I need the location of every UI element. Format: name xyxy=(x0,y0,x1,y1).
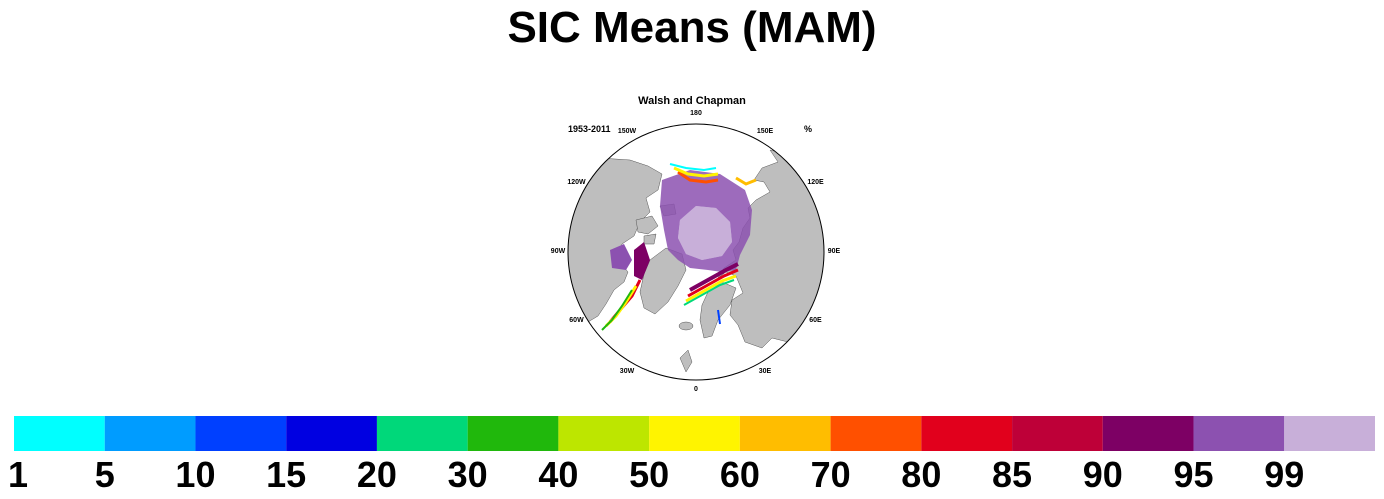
period-label: 1953-2011 xyxy=(568,124,611,134)
lon-label-180: 180 xyxy=(690,110,702,117)
colorbar-label: 85 xyxy=(992,454,1033,495)
colorbar-label: 20 xyxy=(356,454,397,495)
lon-label-150w: 150W xyxy=(617,128,637,136)
colorbar-box xyxy=(1012,416,1103,451)
ice-edge-barents-3 xyxy=(685,274,737,303)
panel-title: Walsh and Chapman xyxy=(638,95,746,107)
colorbar-box xyxy=(739,416,831,451)
polar-map xyxy=(567,123,825,381)
ice-bering-3 xyxy=(669,163,717,172)
map-boundary xyxy=(567,123,825,381)
colorbar-label: 50 xyxy=(629,454,670,495)
lon-label-30w: 30W xyxy=(619,367,635,375)
lon-label-150e: 150E xyxy=(756,128,774,136)
land-uk xyxy=(679,349,693,373)
colorbar-box xyxy=(1102,416,1194,451)
colorbar-label: 60 xyxy=(719,454,760,495)
ice-central-pack xyxy=(678,206,732,260)
ice-edge-barents xyxy=(689,262,739,292)
colorbar-box xyxy=(558,416,650,451)
ice-edge-barents-4 xyxy=(683,279,735,306)
colorbar-label: 40 xyxy=(538,454,579,495)
lon-label-30e: 30E xyxy=(758,367,772,375)
lon-label-120w: 120W xyxy=(567,179,586,186)
colorbar-label: 90 xyxy=(1082,454,1123,495)
colorbar-label: 1 xyxy=(7,454,29,495)
lon-label-90w: 90W xyxy=(550,248,566,255)
colorbar-box xyxy=(1284,416,1375,451)
colorbar-label: 80 xyxy=(901,454,942,495)
colorbar-box xyxy=(104,416,196,451)
colorbar-box xyxy=(649,416,740,451)
colorbar-label: 15 xyxy=(266,454,307,495)
ice-baffin xyxy=(634,242,650,280)
colorbar-label: 10 xyxy=(175,454,216,495)
colorbar-label: 99 xyxy=(1264,454,1305,495)
ice-bering xyxy=(677,170,719,184)
colorbar-label: 5 xyxy=(94,454,115,495)
colorbar-box xyxy=(14,416,105,451)
ice-okhotsk xyxy=(735,176,757,186)
lon-label-60w: 60W xyxy=(569,317,584,324)
ice-purple-ring xyxy=(660,170,752,272)
colorbar xyxy=(14,416,1375,451)
lon-label-0: 0 xyxy=(694,386,698,393)
land-iceland xyxy=(678,321,694,331)
colorbar-box xyxy=(286,416,377,451)
ice-baltic xyxy=(717,309,721,325)
ice-edge-barents-2 xyxy=(687,268,739,298)
colorbar-box xyxy=(830,416,922,451)
colorbar-label: 70 xyxy=(810,454,851,495)
colorbar-box xyxy=(195,416,287,451)
lon-label-90e: 90E xyxy=(827,248,841,255)
ice-hudson xyxy=(610,244,632,270)
colorbar-box xyxy=(376,416,468,451)
colorbar-box xyxy=(1193,416,1285,451)
colorbar-label: 95 xyxy=(1173,454,1214,495)
main-title: SIC Means (MAM) xyxy=(507,3,877,52)
colorbar-box xyxy=(921,416,1013,451)
lon-label-120e: 120E xyxy=(807,179,824,186)
colorbar-box xyxy=(467,416,559,451)
lon-label-60e: 60E xyxy=(809,317,822,324)
units-label: % xyxy=(804,124,813,134)
ice-edge-labrador-3 xyxy=(601,289,633,331)
colorbar-label: 30 xyxy=(447,454,488,495)
ice-bering-2 xyxy=(673,166,719,178)
